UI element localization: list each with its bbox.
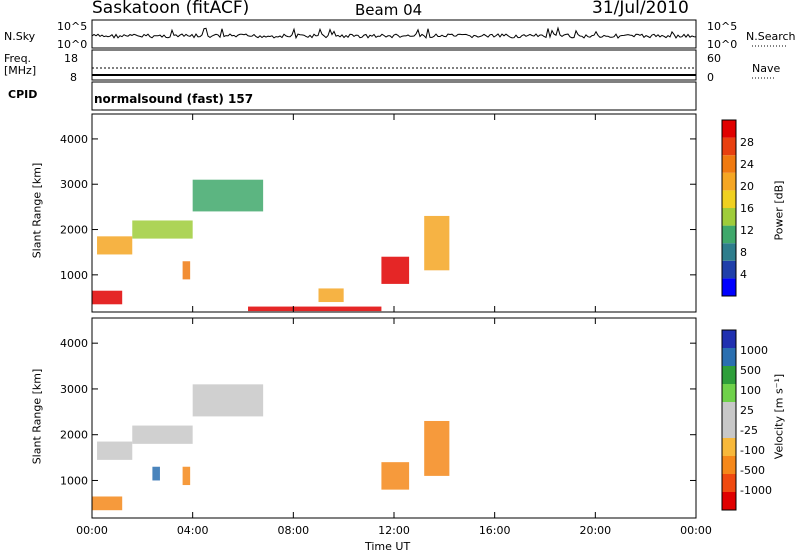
velocity-colorbar-tick-2: 100 [740,384,761,397]
x-tick-3: 12:00 [378,524,410,537]
freq-label: Freq. [4,52,32,65]
power-colorbar-cell-5 [722,190,736,208]
echo-region-power-8 [248,306,382,312]
velocity-colorbar-cell-0 [722,330,736,348]
date-title: 31/Jul/2010 [592,0,689,18]
freq-tick-bottom: 8 [70,71,77,84]
echo-region-velocity-7 [152,466,160,481]
power-colorbar-tick-0: 4 [740,268,747,281]
velocity-colorbar-cell-6 [722,438,736,456]
velocity-colorbar-cell-1 [722,348,736,366]
power-colorbar-cell-1 [722,260,736,279]
freq-tick-top: 18 [64,52,78,65]
power-colorbar-cell-8 [722,137,736,156]
power-colorbar-tick-3: 16 [740,202,754,215]
power-y-tick-2: 3000 [60,178,88,191]
nsky-tick-top: 10^5 [57,20,88,33]
power-colorbar-cell-4 [722,208,736,226]
power-y-tick-1: 2000 [60,224,88,237]
echo-region-power-1 [132,220,193,239]
echo-region-velocity-0 [97,441,133,460]
x-tick-4: 16:00 [479,524,511,537]
velocity-colorbar-cell-3 [722,384,736,402]
power-colorbar-cell-0 [722,278,736,296]
x-tick-6: 00:00 [680,524,712,537]
velocity-colorbar-tick-4: -25 [740,424,758,437]
echo-region-power-7 [318,288,344,303]
beam-title: Beam 04 [355,1,423,19]
velocity-colorbar-cell-2 [722,366,736,384]
echo-region-power-5 [381,256,410,284]
power-y-tick-0: 1000 [60,269,88,282]
cpid-panel [91,81,697,111]
power-colorbar-frame [721,119,737,297]
velocity-colorbar-frame [721,329,737,511]
velocity-y-tick-2: 3000 [60,383,88,396]
x-tick-1: 04:00 [177,524,209,537]
cpid-text: normalsound (fast) 157 [94,92,254,106]
power-colorbar-cell-6 [722,172,736,191]
power-colorbar-tick-2: 12 [740,224,754,237]
power-colorbar-cell-7 [722,155,736,173]
power-colorbar-cell-2 [722,243,736,261]
echo-region-power-0 [97,236,133,255]
nsky-tick-bottom: 10^0 [57,38,88,51]
echo-region-velocity-1 [132,425,193,444]
nsky-panel [91,19,697,49]
power-colorbar-tick-6: 28 [740,136,754,149]
echo-region-velocity-6 [424,420,450,476]
freq-panel [91,49,697,81]
velocity-y-tick-0: 1000 [60,474,88,487]
power-y-tick-3: 4000 [60,133,88,146]
velocity-colorbar-tick-5: -100 [740,444,765,457]
x-tick-2: 08:00 [277,524,309,537]
velocity-colorbar-tick-3: 25 [740,404,754,417]
echo-region-velocity-4 [182,466,191,486]
nsearch-tick-bottom: 10^0 [707,38,738,51]
echo-region-power-4 [182,261,191,280]
echo-region-velocity-5 [381,462,410,490]
velocity-colorbar-cell-4 [722,402,736,420]
nave-tick-top: 60 [707,52,721,65]
echo-region-power-6 [424,215,450,271]
echo-region-power-3 [92,290,123,305]
echo-region-velocity-3 [92,496,123,511]
echo-region-power-2 [192,179,264,212]
nsearch-label: N.Search [746,30,796,43]
velocity-colorbar-cell-9 [722,492,736,510]
velocity-colorbar-cell-7 [722,456,736,474]
station-title: Saskatoon (fitACF) [92,0,250,18]
power-colorbar-tick-4: 20 [740,180,754,193]
freq-unit-label: [MHz] [4,64,37,77]
nave-label: Nave [752,62,781,75]
velocity-y-tick-1: 2000 [60,429,88,442]
velocity-colorbar-tick-0: 1000 [740,344,768,357]
power-colorbar-cell-9 [722,120,736,138]
velocity-colorbar-cell-5 [722,420,736,438]
nsearch-tick-top: 10^5 [707,20,738,33]
power-colorbar-tick-5: 24 [740,158,754,171]
echo-region-velocity-2 [192,384,264,417]
x-axis-label: Time UT [365,540,411,553]
velocity-colorbar-tick-7: -1000 [740,484,772,497]
nave-tick-bottom: 0 [707,71,714,84]
velocity-colorbar-tick-6: -500 [740,464,765,477]
nsky-label: N.Sky [4,30,36,43]
velocity-y-tick-3: 4000 [60,337,88,350]
x-tick-0: 00:00 [76,524,108,537]
cpid-label: CPID [8,88,38,101]
power-colorbar-tick-1: 8 [740,246,747,259]
power-colorbar-cell-3 [722,225,736,244]
velocity-colorbar-cell-8 [722,474,736,492]
velocity-colorbar-tick-1: 500 [740,364,761,377]
nsky-trace [91,26,697,40]
x-tick-5: 20:00 [579,524,611,537]
